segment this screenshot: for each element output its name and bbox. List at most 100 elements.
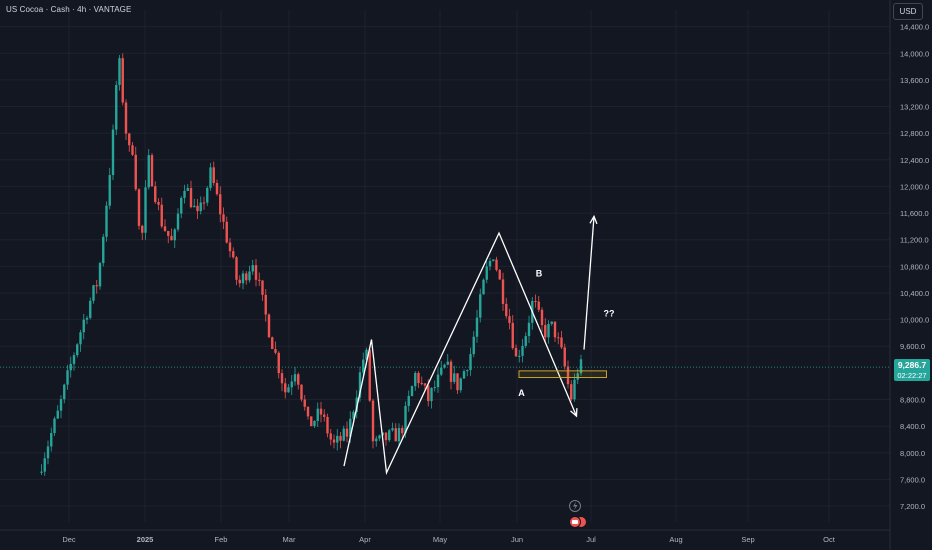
candle-body xyxy=(232,251,235,258)
candle-body xyxy=(362,359,365,373)
candle-body xyxy=(76,344,79,356)
x-tick-label: Apr xyxy=(359,535,371,544)
candle-body xyxy=(163,226,167,231)
candle-body xyxy=(511,322,514,349)
y-tick-label: 12,800.0 xyxy=(900,129,929,138)
candle-body xyxy=(501,279,505,304)
y-tick-label: 8,000.0 xyxy=(900,449,925,458)
candle-body xyxy=(50,433,53,447)
candle-body xyxy=(378,435,381,439)
wave-label-b: B xyxy=(536,268,543,278)
candle-body xyxy=(423,383,427,386)
candle-body xyxy=(144,187,147,233)
event-flash-icon[interactable] xyxy=(569,500,581,512)
candle-body xyxy=(82,319,85,333)
candle-body xyxy=(131,145,134,155)
candle-body xyxy=(238,279,241,284)
last-price-tag: 9,286.7 02:22:27 xyxy=(894,359,930,381)
candle-body xyxy=(183,190,186,198)
candle-body xyxy=(550,321,553,324)
candle-body xyxy=(488,260,492,267)
candle-body xyxy=(329,433,332,440)
candle-body xyxy=(456,373,459,391)
candle-body xyxy=(124,102,128,134)
candle-body xyxy=(128,133,131,146)
candle-body xyxy=(466,370,469,372)
candle-body xyxy=(193,205,196,208)
y-tick-label: 8,400.0 xyxy=(900,422,925,431)
candle-body xyxy=(342,428,345,441)
candle-body xyxy=(446,361,449,365)
candle-body xyxy=(391,428,394,431)
candle-body xyxy=(404,405,407,434)
candle-body xyxy=(189,188,193,208)
candle-body xyxy=(290,381,293,388)
candle-body xyxy=(277,352,280,374)
candle-body xyxy=(339,435,342,441)
candle-body xyxy=(345,428,349,437)
candle-body xyxy=(215,183,219,195)
candle-body xyxy=(219,194,222,215)
candle-body xyxy=(521,345,524,356)
x-tick-label: Dec xyxy=(62,535,76,544)
candle-body xyxy=(482,279,485,295)
candle-body xyxy=(154,186,157,202)
candle-body xyxy=(167,230,170,236)
candle-body xyxy=(514,348,518,357)
candle-body xyxy=(98,263,102,287)
candle-body xyxy=(544,325,547,338)
candle-body xyxy=(472,336,475,355)
forecast-arrow[interactable] xyxy=(583,216,595,350)
candle-body xyxy=(524,336,527,346)
candle-body xyxy=(316,408,319,421)
x-tick-label: Sep xyxy=(741,535,754,544)
candle-body xyxy=(407,396,410,406)
candle-body xyxy=(573,379,576,400)
y-tick-label: 12,400.0 xyxy=(900,156,929,165)
candle-body xyxy=(306,406,310,417)
event-glyph xyxy=(572,520,578,524)
candle-body xyxy=(274,349,277,353)
candle-body xyxy=(394,428,397,442)
y-tick-label: 8,800.0 xyxy=(900,395,925,404)
candle-body xyxy=(248,271,251,281)
y-tick-label: 7,200.0 xyxy=(900,502,925,511)
x-tick-label: Feb xyxy=(215,535,228,544)
currency-button[interactable]: USD xyxy=(893,3,923,20)
candle-body xyxy=(251,265,254,272)
zigzag-pattern-drawing[interactable] xyxy=(343,231,578,476)
x-tick-label: Mar xyxy=(283,535,296,544)
candle-body xyxy=(303,399,306,407)
candle-body xyxy=(397,428,401,442)
candle-body xyxy=(547,323,550,338)
y-tick-label: 11,200.0 xyxy=(900,236,929,245)
candle-body xyxy=(430,388,433,402)
candle-body xyxy=(264,294,267,315)
candle-body xyxy=(157,201,160,205)
symbol-title[interactable]: US Cocoa · Cash · 4h · VANTAGE xyxy=(6,5,132,14)
candle-body xyxy=(254,265,258,280)
candle-body xyxy=(527,322,531,337)
candle-body xyxy=(134,154,137,190)
candle-body xyxy=(245,273,248,281)
candle-body xyxy=(492,259,495,261)
candle-body xyxy=(485,266,488,280)
candle-body xyxy=(108,175,111,206)
candle-body xyxy=(368,349,371,401)
y-tick-label: 7,600.0 xyxy=(900,475,925,484)
candle-body xyxy=(40,471,43,473)
candle-body xyxy=(280,373,284,384)
candle-body xyxy=(323,414,326,417)
candle-body xyxy=(310,416,313,427)
support-zone-rectangle[interactable] xyxy=(518,370,607,379)
candle-body xyxy=(420,383,423,385)
candle-body xyxy=(313,420,316,427)
candle-body xyxy=(560,337,563,348)
candle-body xyxy=(66,370,69,385)
candle-body xyxy=(72,355,76,364)
candle-body xyxy=(518,355,521,357)
candle-body xyxy=(508,316,511,323)
